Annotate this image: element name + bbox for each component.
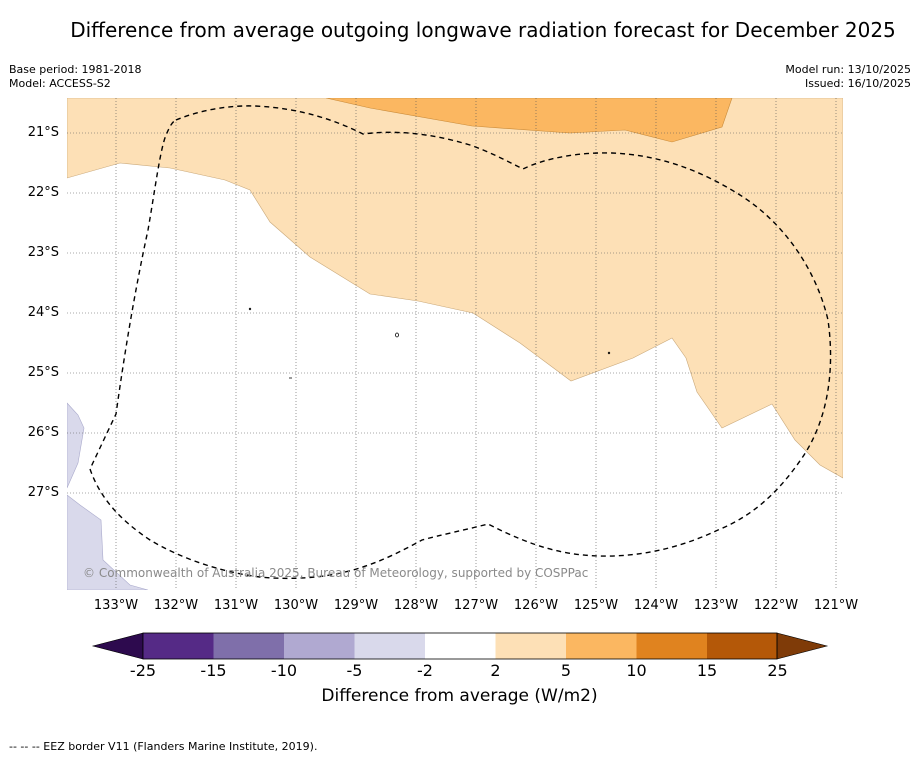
anomaly-region-5-to-10 [325,98,733,143]
colorbar-segment [707,633,778,659]
colorbar-tick: 2 [490,661,501,680]
lon-label: 124°W [633,598,679,613]
colorbar-tick: 5 [560,661,572,680]
lat-label: 22°S [27,185,59,200]
colorbar-outline [142,632,778,660]
colorbar-under-arrow [91,632,144,660]
anomaly-region-neg5-to-neg2 [67,402,149,590]
colorbar-segment [213,633,284,659]
lon-label: 123°W [693,598,739,613]
lon-label: 126°W [513,598,559,613]
colorbar-tick: -25 [129,661,157,680]
colorbar-tick: -2 [417,661,433,680]
eez-legend-footer: -- -- -- EEZ border V11 (Flanders Marine… [9,740,318,753]
colorbar-tick: 25 [767,661,788,680]
issued-date: Issued: 16/10/2025 [804,77,911,90]
colorbar-tick: 10 [626,661,647,680]
lon-label: 127°W [453,598,499,613]
attribution-watermark: © Commonwealth of Australia 2025, Bureau… [83,566,589,580]
small-islands [248,307,611,379]
lon-label: 132°W [153,598,199,613]
lon-label: 130°W [273,598,319,613]
model-run: Model run: 13/10/2025 [785,63,911,76]
colorbar-tick: -10 [270,661,298,680]
lon-label: 128°W [393,598,439,613]
lon-label: 125°W [573,598,619,613]
lat-label: 24°S [27,305,59,320]
lat-label: 25°S [27,365,59,380]
gridlines [67,98,843,590]
colorbar-tick: -5 [346,661,363,680]
lon-label: 122°W [753,598,799,613]
chart-title: Difference from average outgoing longwav… [70,18,896,42]
lon-label: 131°W [213,598,259,613]
lon-label: 129°W [333,598,379,613]
colorbar-segment [354,633,425,659]
colorbar-tick: 15 [696,661,718,680]
lat-label: 23°S [27,245,59,260]
lat-label: 26°S [27,425,59,440]
colorbar-segment [425,633,496,659]
colorbar [91,632,829,660]
lon-label: 133°W [93,598,139,613]
base-period: Base period: 1981-2018 [9,63,142,76]
eez-border [89,105,832,580]
model-name: Model: ACCESS-S2 [9,77,111,90]
colorbar-segment [636,633,707,659]
meta-right: Model run: 13/10/2025 Issued: 16/10/2025 [785,63,911,91]
meta-left: Base period: 1981-2018 Model: ACCESS-S2 [9,63,141,91]
map-plot [67,98,843,590]
colorbar-segment [284,633,355,659]
colorbar-label: Difference from average (W/m2) [321,686,598,706]
colorbar-tick: -15 [200,661,227,680]
colorbar-segment [143,633,214,659]
lat-label: 21°S [27,125,59,140]
colorbar-segment [566,633,637,659]
lat-label: 27°S [27,485,59,500]
colorbar-segment [495,633,566,659]
colorbar-over-arrow [776,632,829,660]
lon-label: 121°W [813,598,859,613]
